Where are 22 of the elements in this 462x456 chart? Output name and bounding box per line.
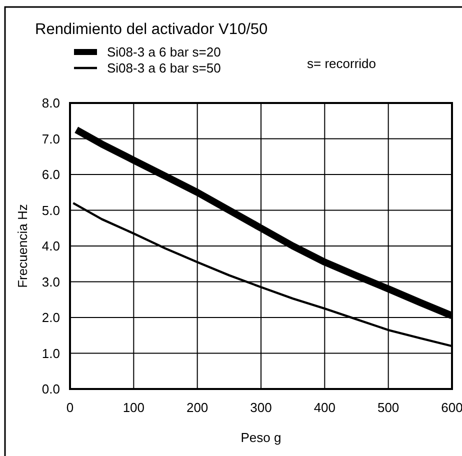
y-tick-label: 7.0 <box>42 131 60 146</box>
chart-title: Rendimiento del activador V10/50 <box>35 21 268 38</box>
y-tick-label: 8.0 <box>42 96 60 111</box>
x-tick-label: 0 <box>66 400 74 415</box>
text: s= recorrido <box>307 56 376 71</box>
x-tick-label: 300 <box>250 400 272 415</box>
y-tick-label: 1.0 <box>42 346 60 361</box>
x-tick-label: 200 <box>186 400 208 415</box>
x-tick-label: 500 <box>377 400 400 415</box>
x-tick-label: 100 <box>122 400 145 415</box>
legend-label: Si08-3 a 6 bar s=50 <box>107 60 221 76</box>
x-tick-label: 600 <box>441 400 462 415</box>
y-axis-title: Frecuencia Hz <box>15 204 30 288</box>
y-tick-label: 0.0 <box>42 382 60 397</box>
x-axis-title: Peso g <box>240 430 282 445</box>
y-tick-label: 6.0 <box>42 167 60 182</box>
y-tick-label: 2.0 <box>42 310 60 326</box>
y-tick-label: 5.0 <box>42 202 60 218</box>
legend-label: Si08-3 a 6 bar s=20 <box>107 44 221 60</box>
y-tick-label: 3.0 <box>42 274 60 290</box>
x-tick-label: 400 <box>314 400 336 415</box>
y-tick-label: 4.0 <box>42 238 60 254</box>
